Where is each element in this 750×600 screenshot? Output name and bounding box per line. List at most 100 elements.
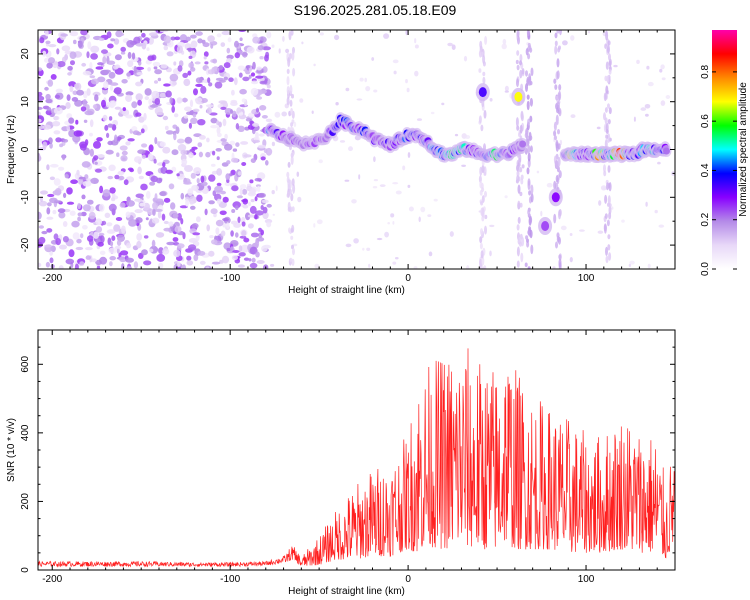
vertical-streak [481,256,485,266]
noise-speckle [251,139,261,143]
noise-speckle [119,145,128,151]
noise-speckle [227,37,232,43]
noise-speckle [210,43,214,49]
noise-speckle [85,255,92,260]
noise-speckle [44,86,49,91]
noise-speckle [489,224,495,228]
noise-speckle [318,159,323,164]
noise-speckle [197,142,203,148]
noise-speckle [173,132,177,141]
noise-speckle [373,89,378,93]
noise-speckle [504,85,509,92]
noise-speckle [147,153,153,161]
noise-speckle [111,197,116,202]
vertical-streak [519,124,523,134]
noise-speckle [59,244,67,250]
noise-speckle [95,226,103,233]
noise-speckle [433,198,438,202]
noise-speckle [195,31,203,36]
noise-speckle [447,42,453,47]
noise-speckle [190,205,196,210]
noise-speckle [218,65,224,70]
noise-speckle [127,51,132,59]
x-axis-label: Height of straight line (km) [288,586,405,597]
y-axis-label: Frequency (Hz) [6,115,17,184]
noise-speckle [162,248,170,255]
noise-speckle [193,167,202,175]
noise-speckle [136,233,143,241]
noise-speckle [166,51,174,57]
noise-speckle [217,132,222,138]
noise-speckle [258,227,262,232]
noise-speckle [101,220,107,226]
noise-speckle [339,140,346,143]
noise-speckle [154,98,161,105]
noise-speckle [49,163,59,168]
noise-speckle [265,147,273,156]
x-tick-label: -100 [220,273,240,284]
noise-speckle [72,232,80,240]
vertical-streak [528,76,532,86]
noise-speckle [125,211,131,218]
noise-speckle [163,35,171,44]
noise-speckle [241,162,247,166]
x-tick-label: 0 [405,574,411,585]
noise-speckle [243,257,250,261]
noise-speckle [79,141,88,149]
noise-speckle [220,190,227,195]
vertical-streak [526,100,530,111]
noise-speckle [57,208,66,213]
vertical-streak [608,107,612,115]
noise-speckle [110,100,117,107]
noise-speckle [237,125,245,132]
noise-speckle [76,169,80,176]
noise-speckle [38,138,43,143]
noise-speckle [207,77,211,84]
noise-speckle [38,211,42,220]
vertical-streak [481,208,485,218]
x-tick-label: -200 [42,273,62,284]
noise-speckle [58,211,66,219]
noise-speckle [46,164,50,171]
vertical-streak [556,107,559,114]
noise-speckle [562,40,568,46]
noise-speckle [211,67,215,75]
noise-speckle [86,51,90,59]
vertical-streak [291,224,295,233]
noise-speckle [89,61,93,70]
vertical-streak [292,67,296,77]
noise-speckle [60,33,68,37]
vertical-streak [516,260,520,268]
noise-speckle [560,225,567,231]
noise-speckle [82,70,92,76]
vertical-streak [559,30,562,36]
noise-speckle [162,146,171,154]
noise-speckle [241,230,247,237]
noise-speckle [108,203,117,212]
vertical-streak [605,134,609,139]
noise-speckle [266,203,272,208]
noise-speckle [96,154,105,158]
noise-speckle [255,251,260,258]
noise-speckle [241,98,246,103]
noise-speckle [183,78,191,87]
noise-speckle [238,72,243,78]
noise-speckle [579,229,585,232]
noise-speckle [272,213,275,216]
vertical-streak [608,252,612,261]
noise-speckle [95,218,103,226]
noise-speckle [356,98,363,101]
vertical-streak [516,246,520,257]
noise-speckle [657,161,661,165]
noise-speckle [645,113,649,117]
noise-speckle [163,197,171,203]
noise-speckle [64,174,69,179]
noise-speckle [384,231,389,238]
noise-speckle [316,219,323,225]
noise-speckle [38,106,43,110]
vertical-streak [558,258,562,269]
vertical-streak [530,193,534,203]
noise-speckle [77,216,81,222]
noise-speckle [210,125,219,129]
noise-speckle [72,134,81,143]
